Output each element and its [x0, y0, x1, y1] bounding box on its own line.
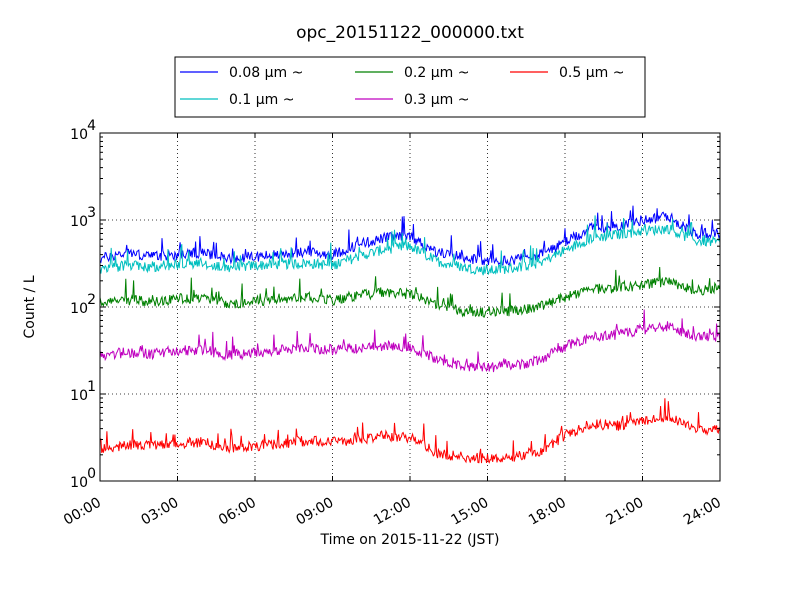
series-line	[99, 215, 721, 276]
series-line	[99, 205, 721, 267]
x-axis-label: Time on 2015-11-22 (JST)	[320, 532, 500, 548]
y-tick-exponent: 0	[87, 466, 96, 482]
legend: 0.08 μm ~ 0.1 μm ~ 0.2 μm ~ 0.3 μm ~ 0.5 μm …	[174, 56, 646, 118]
series-line	[99, 309, 721, 373]
y-tick-exponent: 3	[87, 205, 96, 221]
y-tick-label: 10	[70, 214, 88, 230]
y-tick-label: 10	[70, 475, 88, 491]
legend-label: 0.3 μm ~	[404, 92, 469, 108]
legend-label: 0.2 μm ~	[404, 65, 469, 81]
series-line	[99, 266, 721, 318]
series-layer	[99, 205, 721, 464]
legend-box	[174, 56, 646, 118]
series-line	[99, 398, 721, 464]
grid	[100, 133, 720, 481]
legend-label: 0.1 μm ~	[229, 92, 294, 108]
y-tick-exponent: 4	[87, 118, 96, 134]
legend-label: 0.08 μm ~	[229, 65, 303, 81]
y-tick-exponent: 2	[87, 292, 96, 308]
y-axis-label: Count / L	[22, 275, 38, 338]
chart-title: opc_20151122_000000.txt	[296, 23, 524, 43]
y-tick-label: 10	[70, 127, 88, 143]
y-tick-label: 10	[70, 388, 88, 404]
legend-label: 0.5 μm ~	[559, 65, 624, 81]
y-tick-label: 10	[70, 301, 88, 317]
y-tick-exponent: 1	[87, 379, 96, 395]
